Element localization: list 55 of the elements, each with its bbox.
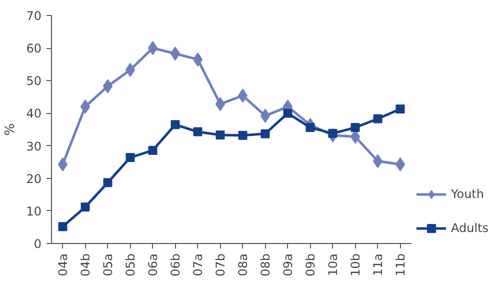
point — [193, 127, 202, 136]
point — [102, 79, 113, 94]
x-tick-label: 11b — [393, 253, 408, 276]
point — [215, 97, 226, 112]
x-tick-label: 04a — [56, 254, 70, 276]
point — [372, 154, 383, 168]
x-tick-label: 09b — [303, 253, 318, 276]
x-tick-label: 05b — [123, 253, 138, 276]
point — [125, 62, 136, 77]
x-tick-label: 08b — [258, 253, 272, 276]
y-tick-label: 50 — [26, 74, 42, 88]
x-tick-label: 08a — [236, 254, 250, 276]
x-tick-label: 09a — [280, 254, 295, 276]
y-axis-title: % — [3, 123, 18, 136]
legend-label: Adults — [451, 221, 489, 235]
point — [170, 46, 180, 61]
x-tick-label: 07b — [213, 253, 228, 276]
point — [395, 157, 406, 172]
point — [126, 153, 135, 162]
point — [238, 130, 248, 140]
point — [396, 104, 405, 114]
x-tick-label: 06b — [168, 253, 182, 276]
x-tick-label: 10a — [326, 254, 340, 276]
y-tick-label: 40 — [26, 106, 42, 121]
point — [328, 128, 338, 138]
point — [148, 146, 158, 155]
point — [170, 120, 180, 130]
point — [306, 123, 315, 132]
x-tick-label: 04b — [78, 253, 92, 276]
x-tick-label: 10b — [348, 253, 362, 276]
point — [373, 114, 382, 124]
y-tick-label: 30 — [26, 139, 42, 154]
point — [260, 129, 270, 138]
point — [216, 130, 225, 140]
y-tick-label: 70 — [26, 9, 42, 23]
point — [58, 222, 68, 232]
x-tick-label: 05a — [100, 254, 115, 276]
point — [192, 52, 203, 66]
point — [80, 100, 90, 114]
point — [260, 108, 270, 123]
y-tick-label: 0 — [34, 237, 42, 251]
point — [103, 178, 112, 188]
x-tick-label: 07a — [190, 254, 205, 276]
point — [148, 41, 158, 56]
x-tick-label: 06a — [146, 254, 160, 276]
point — [80, 202, 90, 212]
point — [350, 123, 360, 132]
y-tick-label: 20 — [26, 172, 42, 186]
point — [238, 88, 248, 103]
legend-label: Youth — [451, 187, 484, 201]
point — [283, 108, 292, 118]
x-tick-label: 11a — [370, 254, 385, 276]
y-tick-label: 60 — [26, 42, 42, 56]
point — [58, 157, 68, 172]
y-tick-label: 10 — [26, 204, 42, 218]
